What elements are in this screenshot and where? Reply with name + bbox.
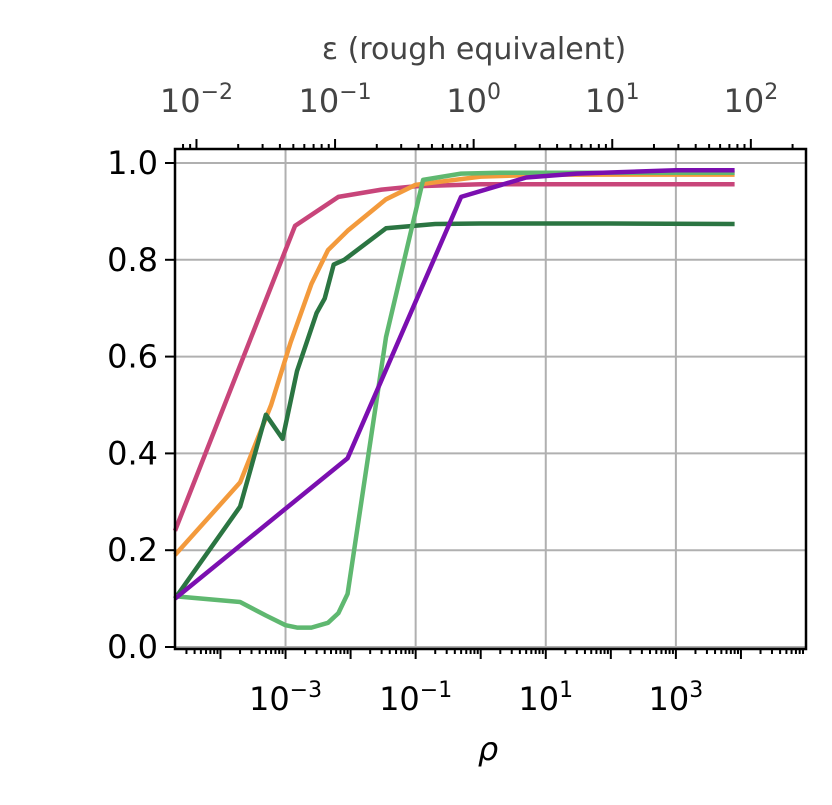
- top-tick-label: 10−1: [298, 80, 371, 120]
- x-tick-label: 103: [649, 678, 704, 718]
- series-line-4: [174, 170, 735, 630]
- x-tick-label: 10−1: [379, 678, 452, 718]
- plot-frame: [173, 147, 808, 651]
- top-axis: 10−2 10−1 100 101 102: [160, 80, 794, 149]
- series-line-3: [173, 221, 735, 600]
- x-tick-label: 10−3: [249, 678, 322, 718]
- y-tick-label: 0.8: [107, 241, 158, 279]
- series-line-5: [173, 168, 735, 601]
- x-axis-label: ρ: [478, 730, 498, 768]
- series-group: [172, 168, 735, 630]
- y-tick-label: 0.4: [107, 434, 158, 472]
- top-tick-label: 102: [723, 80, 778, 120]
- series-line-2: [173, 172, 735, 557]
- y-tick-label: 1.0: [107, 144, 158, 182]
- series-line-1: [172, 182, 735, 532]
- y-tick-label: 0.0: [107, 628, 158, 666]
- top-tick-label: 10−2: [160, 80, 233, 120]
- y-axis: 0.0 0.2 0.4 0.6 0.8 1.0: [107, 144, 175, 666]
- grid: [175, 149, 806, 649]
- top-tick-label: 100: [446, 80, 501, 120]
- top-tick-label: 101: [585, 80, 640, 120]
- y-tick-label: 0.2: [107, 531, 158, 569]
- x-tick-label: 101: [518, 678, 573, 718]
- y-tick-label: 0.6: [107, 338, 158, 376]
- top-axis-label: ε (rough equivalent): [322, 32, 626, 67]
- x-axis: 10−3 10−1 101 103: [185, 649, 805, 718]
